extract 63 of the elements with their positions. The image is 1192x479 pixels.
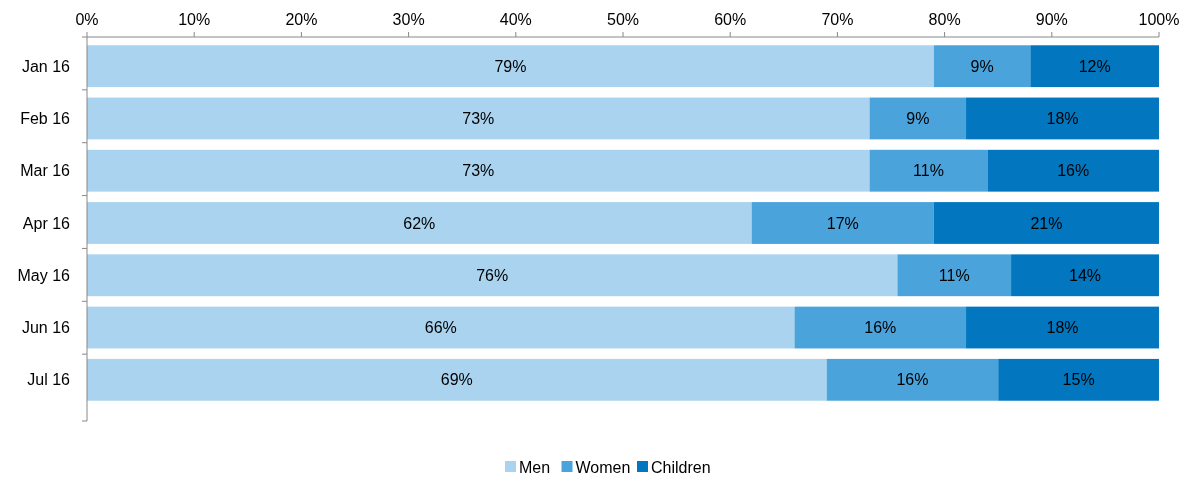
bar <box>869 149 988 192</box>
data-label: 15% <box>1062 371 1095 389</box>
data-label: 14% <box>1069 266 1102 284</box>
bar <box>966 306 1159 349</box>
x-tick-label: 50% <box>606 11 640 28</box>
data-label: 66% <box>424 319 457 337</box>
bar <box>1030 45 1159 88</box>
bar <box>933 202 1159 244</box>
x-tick-label: 90% <box>1035 11 1068 28</box>
bar <box>87 45 934 88</box>
y-tick-label: Jan 16 <box>21 57 71 75</box>
data-label: 9% <box>906 110 930 128</box>
bar <box>87 306 795 349</box>
data-label: 9% <box>970 57 994 75</box>
bar <box>87 202 752 244</box>
x-tick-label: 40% <box>499 11 532 28</box>
bar <box>826 358 999 401</box>
x-tick-label: 30% <box>392 11 425 28</box>
bar <box>869 97 967 140</box>
bar <box>987 149 1159 192</box>
y-tick-label: Jun 16 <box>21 319 71 337</box>
y-tick-label: Feb 16 <box>20 110 71 128</box>
data-label: 12% <box>1078 57 1111 75</box>
data-label: 17% <box>826 214 859 232</box>
data-label: 21% <box>1030 214 1063 232</box>
legend-label: Men <box>519 458 551 476</box>
data-label: 11% <box>938 266 970 284</box>
data-label: 18% <box>1046 110 1079 128</box>
bar <box>87 149 870 192</box>
bar <box>87 358 827 401</box>
data-label: 62% <box>403 214 436 232</box>
x-tick-label: 70% <box>821 11 854 28</box>
bar <box>897 254 1012 297</box>
data-label: 16% <box>896 371 929 389</box>
x-tick-label: 10% <box>178 11 211 28</box>
bar <box>87 254 898 297</box>
x-tick-label: 100% <box>1138 11 1180 28</box>
data-label: 69% <box>440 371 473 389</box>
bar <box>794 306 967 349</box>
bar <box>1011 254 1159 297</box>
bar <box>87 97 870 140</box>
y-tick-label: May 16 <box>17 266 71 284</box>
x-tick-label: 80% <box>928 11 961 28</box>
x-tick-label: 0% <box>75 11 99 28</box>
data-label: 73% <box>462 110 495 128</box>
x-tick-label: 20% <box>285 11 318 28</box>
bar <box>966 97 1159 140</box>
y-tick-label: Apr 16 <box>22 214 71 232</box>
x-tick-label: 60% <box>714 11 747 28</box>
y-tick-label: Mar 16 <box>20 162 71 180</box>
y-tick-label: Jul 16 <box>27 371 71 389</box>
data-label: 16% <box>864 319 897 337</box>
data-label: 16% <box>1057 162 1090 180</box>
legend-label: Women <box>575 458 631 476</box>
bar <box>998 358 1159 401</box>
data-label: 76% <box>476 266 509 284</box>
bar <box>751 202 934 244</box>
data-label: 73% <box>462 162 495 180</box>
data-label: 79% <box>494 57 527 75</box>
legend-label: Children <box>651 458 711 476</box>
data-label: 18% <box>1046 319 1079 337</box>
data-label: 11% <box>913 162 944 180</box>
bar <box>933 45 1031 88</box>
